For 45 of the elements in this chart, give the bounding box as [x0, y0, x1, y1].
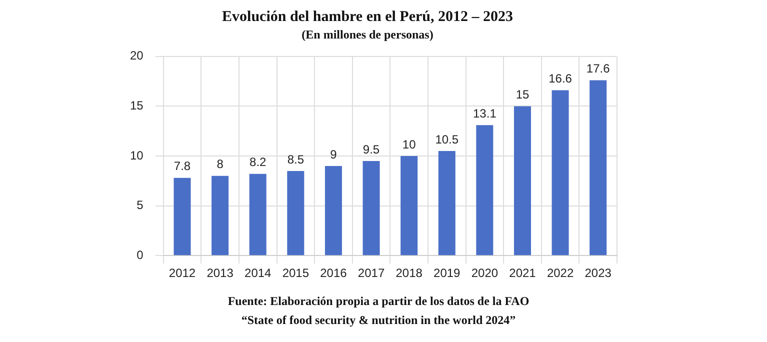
x-tick-label: 2018 [396, 266, 423, 280]
chart-title: Evolución del hambre en el Perú, 2012 – 2023 [222, 8, 513, 25]
bar [174, 178, 191, 256]
bar [590, 80, 607, 256]
x-tick-label: 2013 [206, 266, 234, 280]
data-label: 9 [330, 147, 338, 162]
text: “State of food security & nutrition in the world 2024” [241, 313, 516, 328]
data-label: 8.2 [250, 155, 267, 170]
y-tick-label: 10 [130, 148, 144, 162]
y-tick-label: 5 [136, 198, 144, 212]
y-tick-label: 0 [136, 248, 144, 262]
bar [400, 156, 418, 256]
x-tick-label: 2015 [282, 266, 310, 280]
x-tick-label: 2014 [244, 266, 272, 280]
data-label: 8 [216, 157, 224, 172]
x-tick-label: 2023 [584, 266, 612, 280]
source-note: Fuente: Elaboración propia a partir de los datos de la FAO [228, 294, 530, 308]
x-tick-label: 2021 [509, 266, 536, 280]
data-label: 7.8 [174, 159, 191, 174]
bar [324, 166, 342, 256]
x-tick-label: 2017 [358, 266, 385, 280]
bar [362, 160, 380, 256]
data-label: 15 [516, 88, 530, 102]
data-label: 10 [402, 137, 416, 152]
bar [476, 125, 494, 256]
y-tick-label: 15 [130, 98, 144, 113]
bar [552, 90, 569, 256]
data-label: 10.5 [435, 132, 459, 146]
bar [249, 174, 266, 256]
data-label: 13.1 [473, 106, 497, 120]
bar [514, 106, 531, 256]
bar [212, 176, 229, 256]
chart-subtitle: (En millones de personas) [302, 27, 434, 42]
x-tick-label: 2012 [168, 266, 196, 280]
data-label: 17.6 [586, 62, 610, 76]
bar [438, 151, 456, 256]
x-tick-label: 2022 [546, 266, 574, 280]
bar [287, 170, 304, 256]
data-label: 9.5 [362, 142, 380, 156]
x-tick-label: 2019 [434, 266, 461, 280]
y-tick-label: 20 [130, 48, 144, 63]
data-label: 8.5 [287, 152, 304, 166]
data-label: 16.6 [548, 72, 572, 86]
x-tick-label: 2016 [320, 266, 348, 280]
x-tick-label: 2020 [471, 266, 498, 280]
